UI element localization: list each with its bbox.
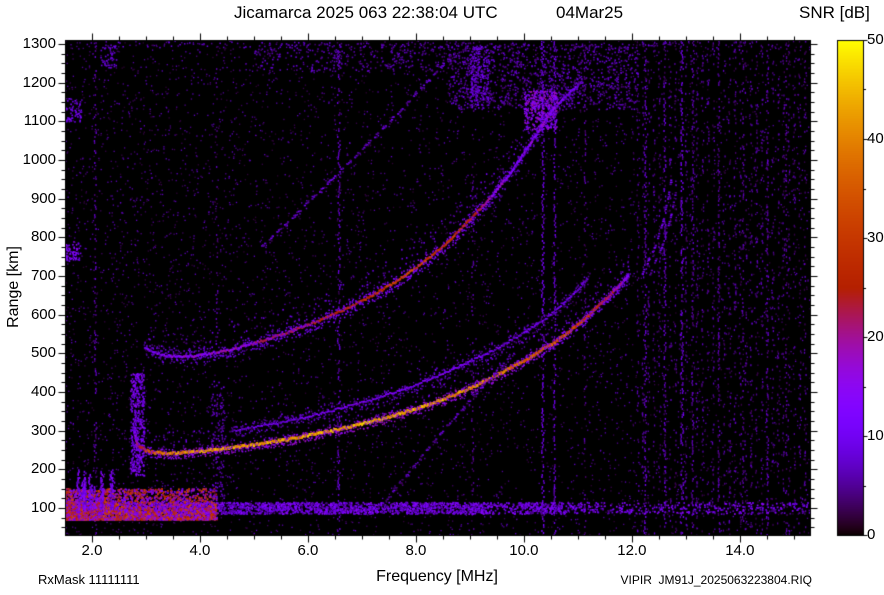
x-tick-label: 4.0: [189, 542, 211, 559]
colorbar-tick-label: 50: [867, 31, 884, 48]
colorbar-tick-label: 30: [867, 229, 884, 246]
colorbar-tick-label: 20: [867, 328, 884, 345]
y-tick-label: 200: [30, 460, 56, 478]
x-tick-label: 2.0: [81, 542, 103, 559]
y-tick-label: 100: [30, 498, 56, 516]
x-tick-label: 6.0: [297, 542, 319, 559]
y-tick-label: 400: [30, 382, 56, 400]
x-tick-label: 10.0: [509, 542, 539, 559]
colorbar-tick-label: 10: [867, 427, 884, 444]
y-tick-label: 900: [30, 189, 56, 207]
x-tick-label: 14.0: [725, 542, 755, 559]
colorbar-tick-label: 40: [867, 130, 884, 147]
rxmask-annotation: RxMask 11111111: [38, 572, 140, 587]
y-tick-label: 1000: [22, 150, 56, 168]
plot-date-label: 04Mar25: [556, 3, 624, 22]
y-tick-label: 1300: [22, 34, 56, 52]
x-axis-label: Frequency [MHz]: [376, 568, 498, 585]
y-tick-label: 500: [30, 344, 56, 362]
y-tick-label: 800: [30, 228, 56, 246]
plot-title: Jicamarca 2025 063 22:38:04 UTC: [234, 3, 498, 22]
colorbar-title: SNR [dB]: [799, 3, 870, 22]
colorbar-tick-label: 0: [867, 526, 876, 543]
y-tick-label: 600: [30, 305, 56, 323]
y-tick-label: 1200: [22, 73, 56, 91]
y-tick-label: 300: [30, 421, 56, 439]
x-tick-label: 12.0: [617, 542, 647, 559]
x-tick-label: 8.0: [405, 542, 427, 559]
y-tick-label: 1100: [23, 112, 56, 130]
y-tick-label: 700: [30, 266, 56, 284]
file-id-annotation: VIPIR JM91J_2025063223804.RIQ: [620, 573, 812, 587]
